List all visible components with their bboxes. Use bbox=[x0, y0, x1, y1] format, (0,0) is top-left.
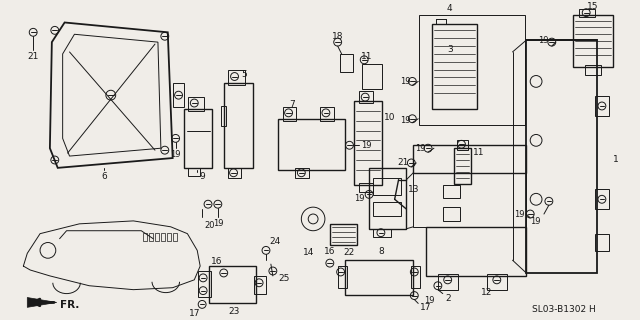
Bar bbox=[595, 234, 609, 251]
Bar bbox=[585, 65, 601, 75]
Text: 19: 19 bbox=[354, 194, 364, 204]
Bar bbox=[254, 276, 266, 293]
Text: 24: 24 bbox=[269, 237, 280, 246]
Text: FR.: FR. bbox=[60, 300, 79, 310]
Text: SL03-B1302 H: SL03-B1302 H bbox=[532, 305, 595, 314]
Bar bbox=[221, 106, 226, 126]
Bar bbox=[426, 227, 526, 276]
Bar bbox=[173, 233, 177, 241]
Text: 19: 19 bbox=[424, 296, 435, 305]
Bar bbox=[456, 140, 468, 150]
Bar bbox=[330, 224, 357, 245]
Bar bbox=[419, 15, 525, 124]
Bar bbox=[373, 229, 391, 236]
Text: 15: 15 bbox=[588, 2, 599, 11]
Bar bbox=[173, 84, 184, 107]
Bar bbox=[149, 233, 153, 241]
Text: 20: 20 bbox=[205, 221, 215, 230]
Text: 18: 18 bbox=[332, 32, 344, 41]
Bar bbox=[432, 24, 477, 109]
Bar bbox=[355, 101, 382, 185]
Bar bbox=[167, 233, 171, 241]
Bar bbox=[143, 233, 147, 241]
Bar bbox=[595, 189, 609, 209]
Bar bbox=[438, 274, 458, 290]
Bar bbox=[278, 119, 344, 170]
Text: 11: 11 bbox=[362, 52, 373, 61]
Polygon shape bbox=[28, 298, 57, 307]
Bar bbox=[373, 202, 401, 216]
Text: 17: 17 bbox=[189, 309, 200, 318]
Bar bbox=[412, 266, 420, 288]
Text: 25: 25 bbox=[279, 274, 290, 283]
Text: 13: 13 bbox=[408, 185, 420, 194]
Text: 7: 7 bbox=[289, 100, 295, 109]
Bar bbox=[344, 260, 413, 295]
Text: 9: 9 bbox=[199, 172, 205, 181]
Text: 10: 10 bbox=[384, 113, 396, 122]
Text: 8: 8 bbox=[378, 247, 384, 256]
Text: 6: 6 bbox=[101, 172, 107, 181]
Bar bbox=[283, 107, 296, 121]
Bar bbox=[573, 15, 612, 67]
Text: 5: 5 bbox=[241, 70, 247, 79]
Bar bbox=[487, 274, 507, 290]
Bar bbox=[454, 148, 471, 184]
Bar bbox=[359, 183, 373, 192]
Bar bbox=[228, 168, 241, 178]
Bar bbox=[413, 145, 526, 173]
Bar bbox=[320, 107, 333, 121]
Bar bbox=[296, 168, 309, 178]
Text: 19: 19 bbox=[400, 77, 410, 86]
Text: 19: 19 bbox=[400, 116, 410, 125]
Text: 21: 21 bbox=[28, 52, 39, 61]
Text: 22: 22 bbox=[344, 248, 355, 257]
Bar bbox=[209, 266, 256, 303]
Bar bbox=[340, 54, 353, 72]
Text: 12: 12 bbox=[481, 288, 493, 297]
Bar bbox=[155, 233, 159, 241]
Bar bbox=[413, 173, 526, 227]
Text: 11: 11 bbox=[473, 148, 484, 157]
Text: 19: 19 bbox=[415, 144, 426, 153]
Text: 19: 19 bbox=[531, 217, 541, 226]
Text: 23: 23 bbox=[228, 307, 239, 316]
Text: 2: 2 bbox=[445, 293, 451, 303]
Text: 3: 3 bbox=[447, 45, 452, 54]
Bar bbox=[184, 109, 212, 168]
Bar bbox=[188, 168, 200, 176]
Text: 17: 17 bbox=[420, 303, 432, 312]
Bar bbox=[224, 84, 253, 168]
Text: 19: 19 bbox=[361, 141, 372, 150]
Bar bbox=[369, 168, 406, 229]
Text: 16: 16 bbox=[211, 257, 223, 266]
Bar bbox=[373, 178, 401, 196]
Text: 19: 19 bbox=[514, 210, 524, 219]
Text: 4: 4 bbox=[447, 4, 452, 13]
Bar bbox=[579, 9, 595, 17]
Bar bbox=[161, 233, 165, 241]
Bar bbox=[359, 91, 373, 103]
Text: 1: 1 bbox=[612, 155, 618, 164]
Bar bbox=[198, 271, 211, 297]
Text: 19: 19 bbox=[170, 150, 181, 159]
Bar bbox=[443, 207, 460, 221]
Bar bbox=[362, 64, 382, 89]
Text: 19: 19 bbox=[538, 36, 549, 45]
Bar bbox=[443, 185, 460, 198]
Bar bbox=[595, 96, 609, 116]
Bar bbox=[228, 70, 245, 85]
Bar bbox=[338, 266, 346, 288]
Text: 16: 16 bbox=[324, 247, 335, 256]
Bar bbox=[526, 40, 597, 273]
Text: 14: 14 bbox=[303, 248, 314, 257]
Text: 19: 19 bbox=[212, 219, 223, 228]
Text: 21: 21 bbox=[397, 158, 408, 167]
Bar bbox=[188, 97, 204, 111]
